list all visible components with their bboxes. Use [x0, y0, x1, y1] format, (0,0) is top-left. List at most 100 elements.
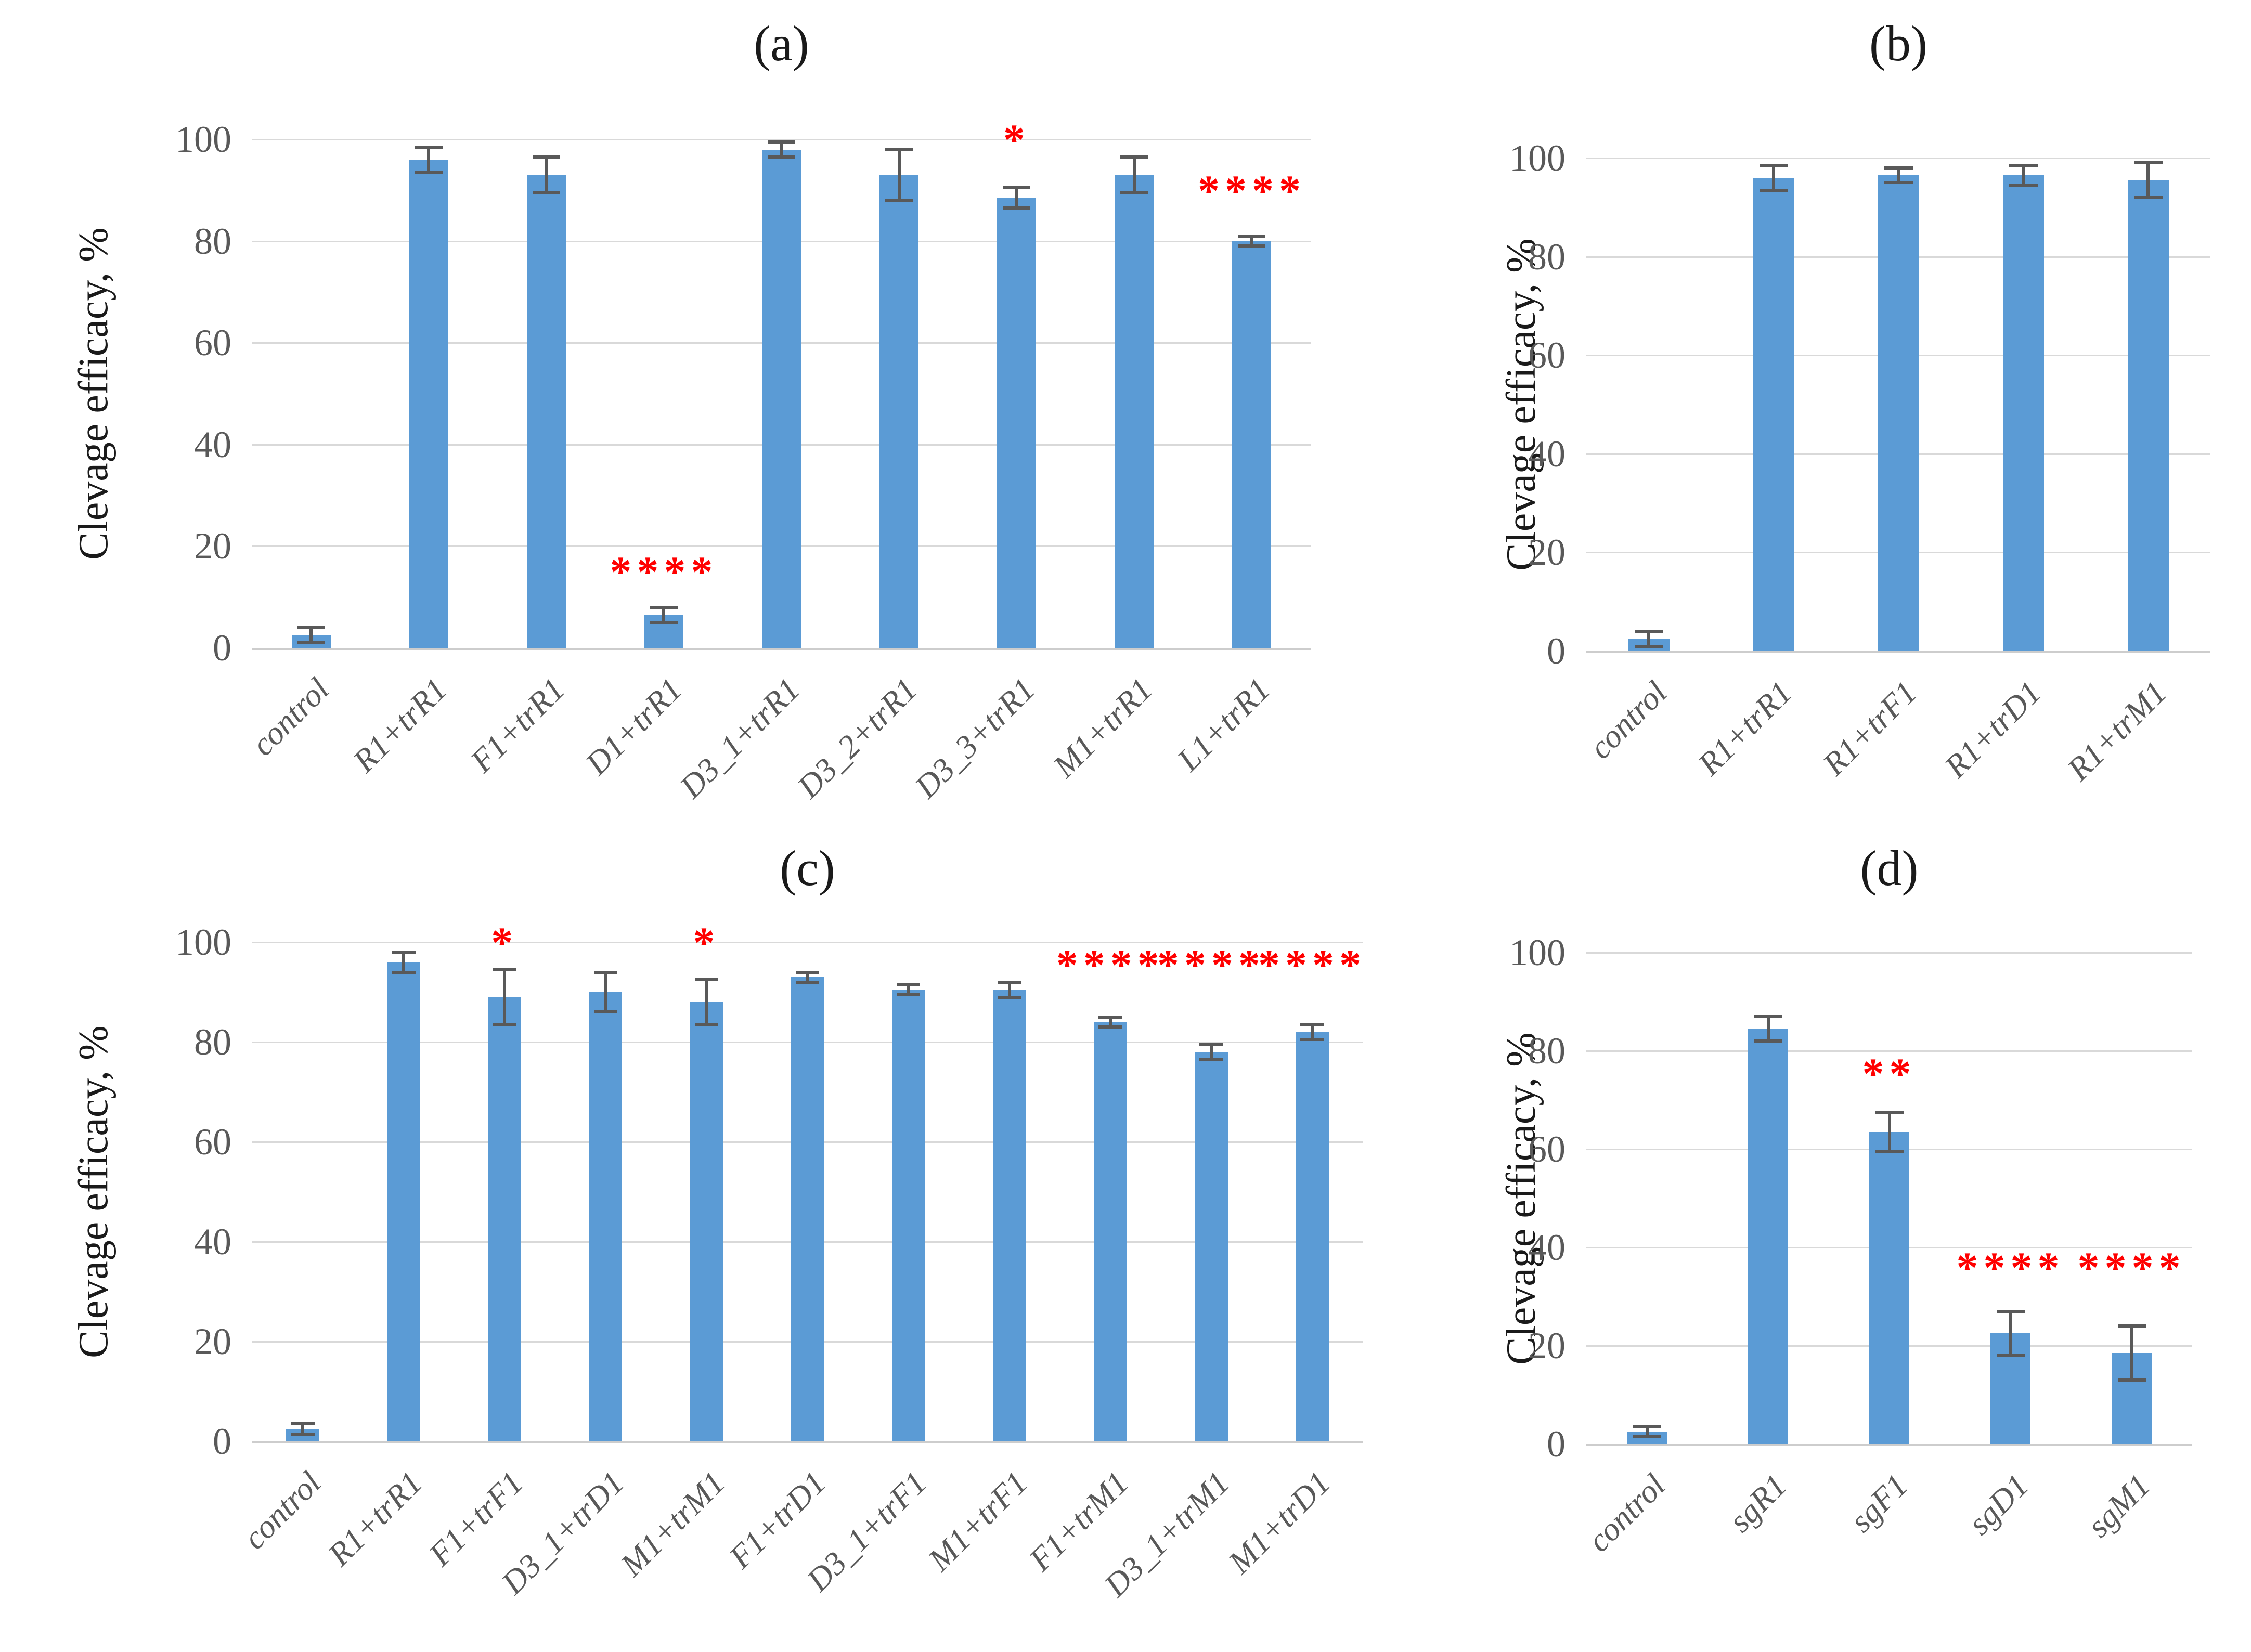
error-bar-cap-top	[1120, 155, 1148, 159]
y-tick-label: 80	[1528, 1030, 1566, 1072]
y-tick-label: 80	[194, 1021, 231, 1063]
bar	[1869, 1131, 1909, 1444]
error-bar-line	[907, 984, 910, 995]
error-bar-cap-bottom	[1098, 1025, 1122, 1029]
x-tick-label-text: sgF1	[1842, 1467, 1915, 1539]
x-tick-label-text: M1+trM1	[613, 1464, 732, 1583]
error-bar-cap-bottom	[1875, 1150, 1904, 1153]
y-tick-label: 0	[213, 627, 231, 669]
error-bar-cap-top	[493, 968, 516, 971]
x-tick-label-text: M1+trF1	[921, 1464, 1035, 1578]
error-bar-line	[1007, 982, 1011, 997]
error-bar-cap-top	[1300, 1023, 1324, 1026]
panel-d-plot-area: 0 20 40 60 80 100 ** **** ****	[1509, 934, 2192, 1463]
error-bar-cap-bottom	[1003, 206, 1031, 210]
panel-c-x-axis-labels: control R1+trR1 F1+trF1 D3_1+trD1 M1+trM1 F1+…	[236, 1441, 1363, 1649]
error-bar-cap-top	[415, 145, 443, 149]
x-tick-label-text: sgD1	[1961, 1467, 2036, 1542]
error-bar-cap-top	[532, 155, 560, 159]
error-bar-line	[545, 157, 548, 193]
error-bar-cap-top	[998, 980, 1021, 984]
bar	[1115, 175, 1154, 648]
error-bar-line	[1108, 1017, 1112, 1027]
y-tick-label: 20	[194, 525, 231, 567]
error-bar-cap-top	[291, 1422, 315, 1426]
y-tick-label: 80	[1528, 236, 1566, 278]
y-tick-label: 20	[194, 1321, 231, 1362]
bar	[589, 992, 623, 1441]
x-tick-label-text: R1+trR1	[1690, 674, 1799, 783]
panel-c: (c) Clevage efficacy, % 0 20 40 60 80 100 * * **…	[21, 807, 1425, 1604]
error-bar-cap-bottom	[1300, 1038, 1324, 1042]
bar	[526, 175, 566, 648]
y-tick-label: 60	[194, 322, 231, 364]
y-tick-label: 40	[194, 423, 231, 465]
error-bar-cap-top	[1098, 1016, 1122, 1019]
significance-label: *	[491, 918, 519, 967]
x-tick-label-text: sgM1	[2079, 1467, 2157, 1544]
significance-label: ****	[1197, 166, 1306, 215]
y-tick-label: 60	[1528, 334, 1566, 376]
error-bar-line	[1772, 165, 1775, 190]
gridline	[1586, 952, 2192, 954]
error-bar-line	[806, 972, 809, 982]
bar	[891, 990, 925, 1441]
error-bar-cap-top	[694, 978, 718, 982]
error-bar-cap-top	[1754, 1014, 1782, 1018]
error-bar-cap-top	[1634, 630, 1663, 633]
bar	[1194, 1052, 1228, 1441]
figure: (a) Clevage efficacy, % 0 20 40 60 80 100 ****…	[71, 8, 2251, 1604]
error-bar-line	[705, 980, 708, 1025]
bar	[1295, 1032, 1329, 1441]
x-tick-label-text: M1+trR1	[1046, 671, 1160, 785]
error-bar-cap-bottom	[1633, 1435, 1661, 1438]
panel-d-x-axis-labels: control sgR1 sgF1 sgD1 sgM1	[1581, 1444, 2192, 1652]
error-bar-cap-top	[1884, 166, 1913, 170]
bar	[997, 198, 1037, 648]
bar	[1878, 175, 1919, 651]
gridline	[1586, 158, 2210, 159]
panel-a-y-axis-label: Clevage efficacy, %	[71, 227, 117, 560]
error-bar-cap-top	[1875, 1111, 1904, 1114]
panel-c-plot-area: 0 20 40 60 80 100 * * **** **** ****	[175, 921, 1366, 1460]
error-bar-cap-bottom	[1634, 644, 1663, 648]
error-bar-cap-top	[1238, 234, 1266, 238]
error-bar-cap-bottom	[1199, 1058, 1223, 1061]
panel-b: (b) Clevage efficacy, % 0 20 40 60 80 100 con…	[1425, 8, 2251, 807]
error-bar-line	[1645, 1426, 1649, 1437]
x-tick-label-text: D3_2+trR1	[790, 671, 925, 805]
error-bar-line	[2022, 165, 2025, 186]
bar	[1093, 1022, 1127, 1441]
bar	[762, 149, 801, 648]
error-bar-line	[2130, 1326, 2133, 1381]
error-bar-line	[301, 1424, 305, 1434]
significance-label: ****	[1258, 941, 1366, 990]
significance-label: ****	[610, 548, 718, 597]
error-bar-cap-bottom	[694, 1023, 718, 1026]
bar	[1748, 1029, 1788, 1444]
error-bar-cap-bottom	[415, 171, 443, 174]
bar	[387, 962, 421, 1441]
error-bar-cap-bottom	[532, 191, 560, 194]
error-bar-line	[1897, 167, 1900, 183]
error-bar-cap-bottom	[768, 155, 795, 159]
x-tick-label-text: control	[1580, 1467, 1673, 1559]
error-bar-cap-bottom	[392, 970, 416, 974]
error-bar-cap-top	[392, 951, 416, 954]
error-bar-cap-top	[2117, 1324, 2146, 1328]
error-bar-line	[402, 952, 406, 972]
error-bar-cap-bottom	[885, 199, 913, 202]
bar	[879, 175, 919, 648]
error-bar-cap-bottom	[1120, 191, 1148, 194]
panel-b-y-axis-label: Clevage efficacy, %	[1498, 238, 1544, 571]
error-bar-line	[897, 149, 901, 201]
error-bar-line	[1132, 157, 1136, 193]
x-tick-label-text: D3_1+trR1	[672, 671, 807, 805]
error-bar-cap-bottom	[2009, 184, 2038, 187]
gridline	[252, 942, 1363, 943]
error-bar-cap-bottom	[897, 993, 921, 996]
significance-label: ****	[2077, 1243, 2186, 1292]
error-bar-cap-top	[1996, 1309, 2025, 1313]
y-tick-label: 40	[194, 1221, 231, 1263]
error-bar-line	[1766, 1016, 1770, 1042]
